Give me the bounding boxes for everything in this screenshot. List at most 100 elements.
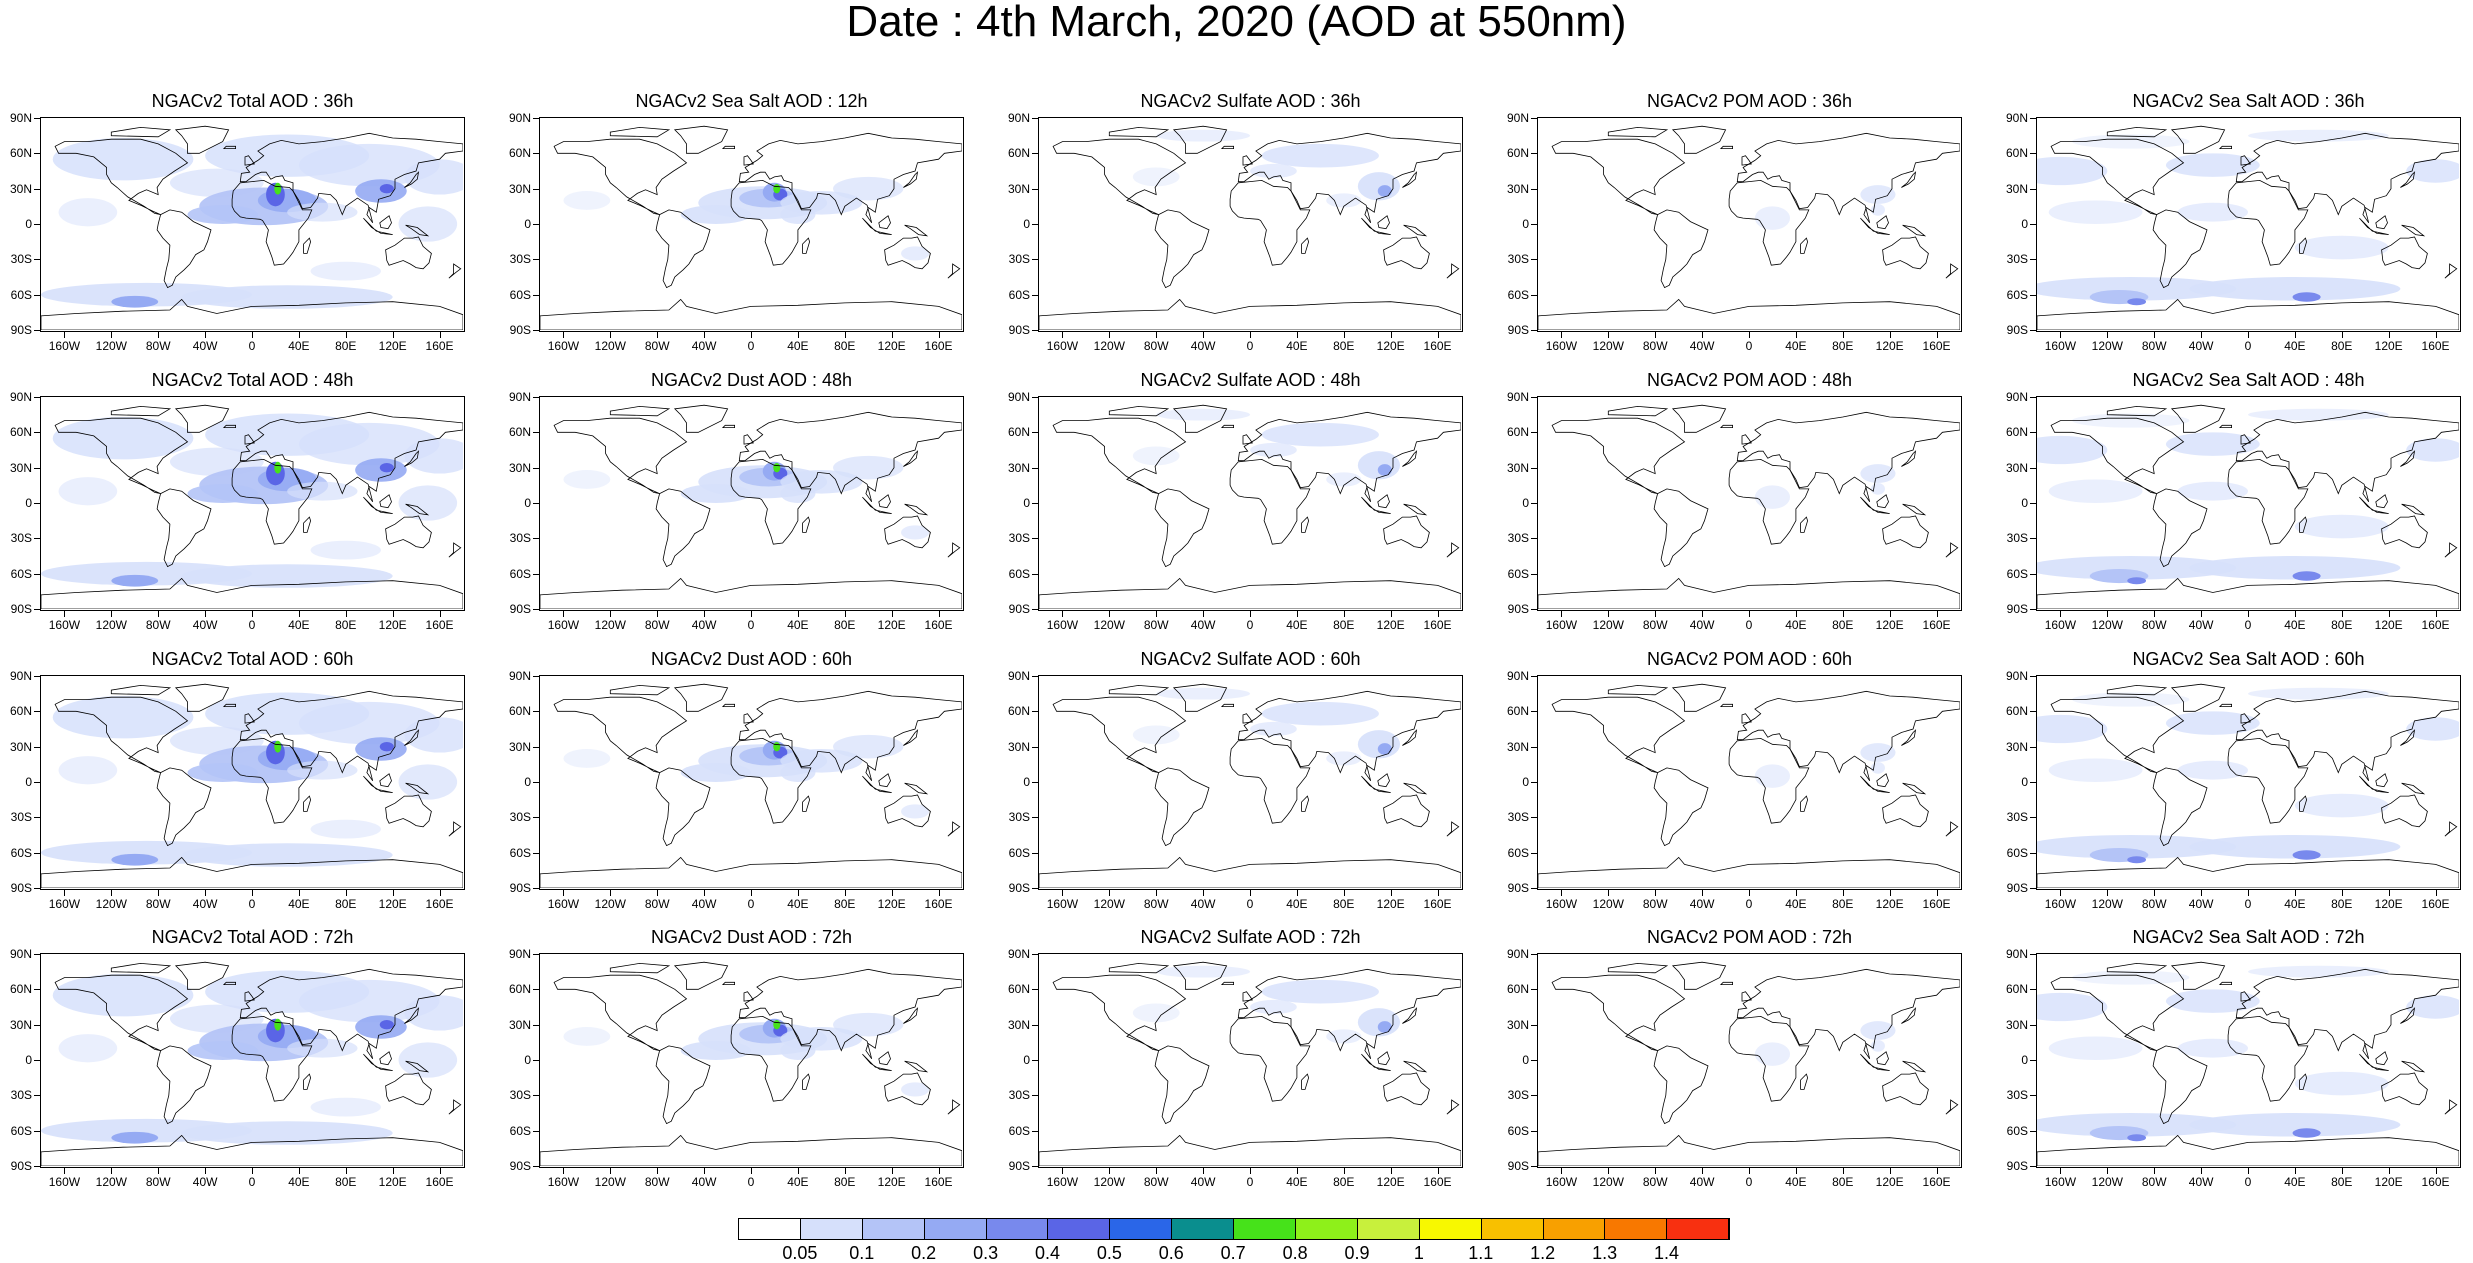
lat-tick-label: 60S: [10, 287, 32, 302]
lon-tick: [1109, 332, 1111, 338]
coastline-newguinea: [1902, 224, 1927, 237]
map-panel: NGACv2 Total AOD : 60h 90N 60N 30N 0 30S 60S 90…: [10, 649, 465, 910]
coastline-iceland: [1719, 424, 1734, 429]
lon-tick: [1390, 890, 1392, 896]
coastline-borneo: [379, 773, 392, 788]
aod-contour: [2294, 514, 2389, 539]
lon-tick: [2154, 1168, 2156, 1174]
coastline-samerica: [655, 488, 711, 568]
coastline-madagascar: [2299, 237, 2308, 254]
lon-tick-label: 160W: [1545, 897, 1578, 911]
lat-tick-label: 30S: [509, 252, 531, 267]
lon-tick: [1109, 890, 1111, 896]
coastline-madagascar: [1800, 1073, 1809, 1090]
lat-tick: [2030, 852, 2036, 854]
lon-tick: [439, 611, 441, 617]
aod-contour: [187, 205, 258, 224]
lat-tick-label: 30N: [508, 181, 531, 196]
coastline-nz: [448, 821, 462, 837]
lon-tick: [751, 1168, 752, 1174]
coastline-africa: [2227, 737, 2309, 824]
lon-tick-label: 160W: [48, 1175, 81, 1189]
lon-tick: [2060, 1168, 2062, 1174]
aod-contour: [563, 1027, 611, 1046]
lat-tick-label: 30S: [1008, 531, 1030, 546]
lat-tick-label: 0: [1023, 217, 1030, 231]
coastline-uk: [2240, 434, 2251, 445]
coastline-iceland: [222, 703, 237, 708]
lon-tick-label: 80W: [2141, 897, 2167, 911]
lon-tick-label: 40W: [192, 618, 218, 632]
lon-tick-label: 40E: [787, 339, 809, 353]
colorbar-label: 0.2: [911, 1243, 937, 1263]
coastline-uk: [743, 434, 754, 445]
lat-tick-label: 60S: [1507, 566, 1529, 581]
coastline-newguinea: [2401, 1060, 2426, 1073]
lat-tick-label: 60N: [1007, 146, 1030, 161]
lon-tick: [1842, 611, 1844, 617]
lon-tick: [844, 1168, 846, 1174]
aod-contour: [1132, 1003, 1180, 1023]
aod-contour: [2292, 571, 2321, 581]
lat-tick: [1531, 224, 1537, 225]
map-panel: NGACv2 Total AOD : 72h 90N 60N 30N 0 30S 60S 90…: [10, 927, 465, 1188]
aod-contour: [1870, 1039, 1885, 1052]
coastline-japan: [404, 450, 420, 467]
lon-tick-label: 80W: [2141, 1175, 2167, 1189]
lon-tick-label: 120E: [1376, 1175, 1405, 1189]
lat-tick: [1032, 467, 1038, 469]
lon-tick: [111, 890, 113, 896]
aod-field: [1132, 965, 1401, 1044]
coastline-uk: [743, 713, 754, 724]
coastline-australia: [884, 794, 931, 828]
coastline-arcticislands: [609, 962, 671, 974]
lon-tick: [1842, 1168, 1844, 1174]
panel-title: NGACv2 POM AOD : 48h: [1646, 370, 1853, 390]
aod-contour: [1377, 1021, 1392, 1033]
coastline-borneo: [1377, 215, 1390, 230]
lon-tick-label: 160W: [2044, 618, 2077, 632]
aod-contour: [1377, 743, 1392, 755]
lon-tick-label: 40E: [2284, 618, 2306, 632]
aod-contour: [1156, 408, 1250, 421]
coastline-nz: [1446, 821, 1460, 837]
coastline-australia: [1383, 794, 1430, 828]
lon-tick: [1250, 611, 1251, 617]
lat-tick: [1032, 989, 1038, 991]
aod-contour: [298, 979, 440, 1023]
lon-tick-label: 0: [747, 1175, 755, 1189]
lat-tick-label: 90S: [509, 1159, 531, 1173]
aod-contour: [1261, 979, 1379, 1004]
lon-tick-label: 0: [2244, 339, 2252, 353]
coastline-greenland: [174, 683, 230, 712]
coastline-samerica: [2152, 1045, 2208, 1125]
lon-tick: [1062, 890, 1064, 896]
aod-contour: [2072, 692, 2190, 707]
coastline-iceland: [1719, 703, 1734, 708]
coastline-borneo: [379, 1051, 392, 1066]
colorbar-label: 1: [1413, 1243, 1424, 1263]
lon-tick: [1437, 332, 1439, 338]
lat-tick-label: 30S: [509, 810, 531, 825]
lon-tick-label: 160W: [48, 897, 81, 911]
lon-tick: [1203, 1168, 1205, 1174]
coastline-arcticislands: [1607, 962, 1669, 974]
lat-tick-label: 90N: [508, 111, 531, 125]
lat-tick: [2030, 432, 2036, 434]
lon-tick-label: 40E: [2284, 897, 2306, 911]
aod-contour: [1860, 185, 1896, 204]
lon-tick-label: 80E: [2331, 897, 2353, 911]
lon-tick: [2154, 332, 2156, 338]
coastline-nz: [1945, 821, 1959, 837]
coastline-nz: [448, 263, 462, 279]
lat-tick-label: 30S: [10, 531, 32, 546]
lat-tick-label: 90S: [10, 323, 32, 337]
coastline-japan: [1901, 171, 1917, 188]
map-panel: NGACv2 Dust AOD : 60h 90N 60N 30N 0 30S 60S 90S…: [509, 649, 964, 910]
coastline-uk: [244, 434, 255, 445]
lon-tick-label: 120E: [877, 897, 906, 911]
lon-tick-label: 0: [1246, 897, 1254, 911]
colorbar-swatch: [1234, 1219, 1297, 1239]
aod-contour: [310, 819, 381, 839]
coastline-iceland: [2218, 981, 2233, 986]
